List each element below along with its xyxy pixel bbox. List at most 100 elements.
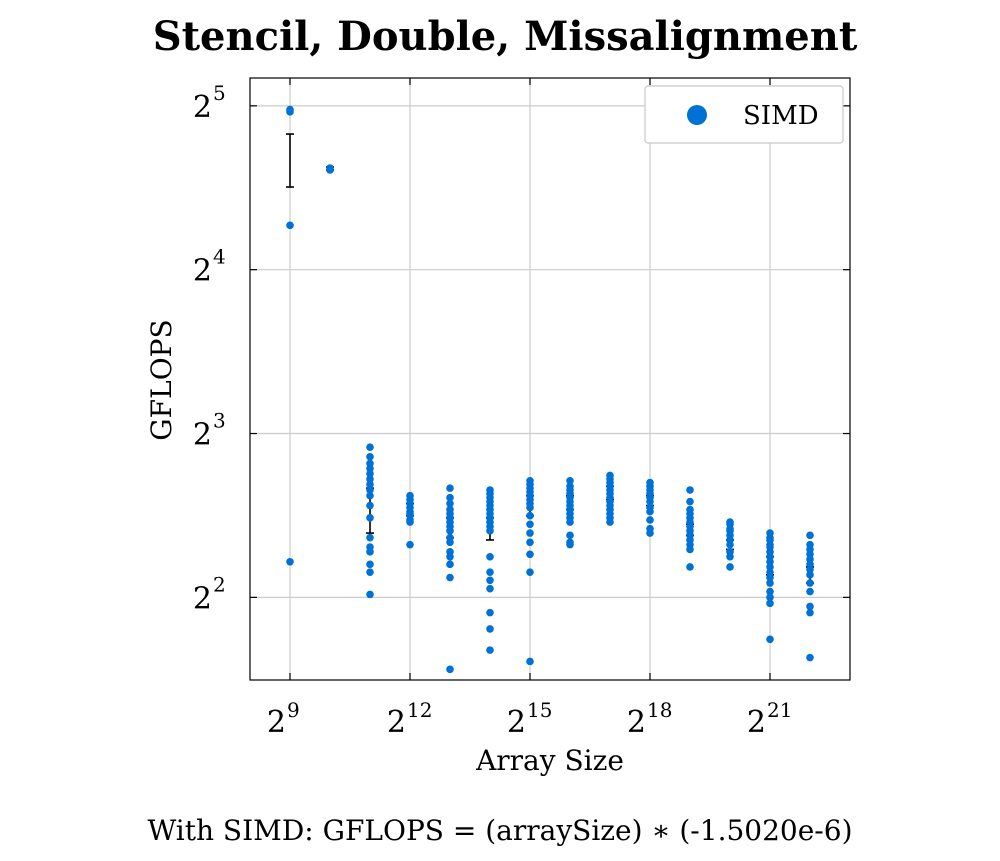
data-point [486, 608, 494, 617]
x-tick-base: 2 [387, 705, 406, 740]
x-tick-base: 2 [507, 705, 526, 740]
data-point [366, 514, 374, 522]
x-tick-labels: 2 9 2 12 2 15 2 18 2 21 [267, 698, 793, 740]
data-point [486, 646, 494, 654]
y-tick-exponent: 5 [213, 81, 226, 105]
data-point [406, 540, 414, 549]
data-point [366, 560, 374, 569]
data-point [766, 587, 774, 596]
x-tick-label: 2 12 [387, 698, 433, 740]
x-tick-exponent: 9 [287, 698, 300, 722]
data-point [766, 635, 774, 644]
data-point [366, 469, 374, 478]
axis-ticks [250, 78, 850, 680]
data-point [366, 464, 374, 473]
data-point [686, 545, 694, 554]
data-point [686, 486, 694, 494]
data-point [566, 476, 574, 485]
data-point [526, 503, 534, 512]
data-point [646, 516, 654, 524]
data-point [366, 475, 374, 483]
data-point [366, 548, 374, 556]
data-point [806, 560, 814, 569]
data-point [406, 518, 414, 526]
x-tick-exponent: 12 [407, 698, 432, 722]
data-point [806, 602, 814, 611]
data-point [446, 560, 454, 569]
data-point [806, 608, 814, 617]
data-point [566, 540, 574, 549]
data-point [566, 531, 574, 540]
chart-title: Stencil, Double, Missalignment [153, 13, 858, 60]
data-point [446, 527, 454, 535]
x-tick-base: 2 [747, 705, 766, 740]
x-tick-label: 2 15 [507, 698, 553, 740]
y-tick-exponent: 4 [213, 245, 226, 269]
data-point [766, 599, 774, 608]
data-point [486, 568, 494, 576]
data-point [806, 579, 814, 587]
data-point [766, 568, 774, 576]
y-axis-label: GFLOPS [145, 319, 178, 440]
legend-box [644, 85, 844, 144]
data-point [486, 552, 494, 561]
data-point [486, 625, 494, 633]
data-point [446, 665, 454, 674]
x-tick-exponent: 18 [647, 698, 672, 722]
y-tick-base: 2 [193, 581, 212, 616]
data-point [646, 497, 654, 506]
data-point [526, 550, 534, 559]
x-tick-label: 2 18 [627, 698, 673, 740]
data-point [446, 499, 454, 508]
data-point [526, 511, 534, 520]
legend: SIMD [644, 85, 844, 144]
data-point [486, 584, 494, 593]
data-point [446, 484, 454, 492]
data-point [686, 563, 694, 571]
data-point [526, 538, 534, 547]
legend-marker [687, 105, 707, 125]
y-tick-base: 2 [193, 418, 212, 453]
fit-formula: With SIMD: GFLOPS = (arraySize) ∗ (-1.50… [148, 814, 853, 847]
y-tick-base: 2 [193, 254, 212, 289]
data-point [366, 590, 374, 599]
data-point [806, 531, 814, 540]
data-point [446, 573, 454, 582]
y-tick-exponent: 2 [213, 572, 226, 596]
x-tick-exponent: 21 [767, 698, 792, 722]
data-point [766, 579, 774, 587]
x-tick-exponent: 15 [527, 698, 552, 722]
data-point [726, 540, 734, 549]
data-point [766, 573, 774, 582]
x-axis-label: Array Size [475, 744, 624, 777]
x-tick-label: 2 21 [747, 698, 793, 740]
data-point [806, 587, 814, 596]
data-point [526, 529, 534, 537]
data-point [446, 552, 454, 561]
data-point [366, 491, 374, 500]
data-point [526, 520, 534, 529]
data-point [566, 518, 574, 526]
legend-label: SIMD [743, 101, 819, 131]
x-tick-base: 2 [627, 705, 646, 740]
plot-background [250, 78, 850, 680]
x-tick-base: 2 [267, 705, 286, 740]
data-points [286, 105, 814, 674]
data-point [766, 563, 774, 571]
grid [250, 78, 850, 680]
data-point [486, 576, 494, 585]
data-point [366, 533, 374, 542]
data-point [366, 443, 374, 452]
data-point [806, 565, 814, 574]
y-tick-base: 2 [193, 90, 212, 125]
y-tick-labels: 2 22 32 42 5 [193, 81, 226, 617]
data-point [526, 568, 534, 576]
data-point [686, 497, 694, 506]
data-point [446, 493, 454, 502]
data-point [286, 557, 294, 566]
data-point [366, 501, 374, 510]
y-tick-exponent: 3 [213, 409, 226, 433]
